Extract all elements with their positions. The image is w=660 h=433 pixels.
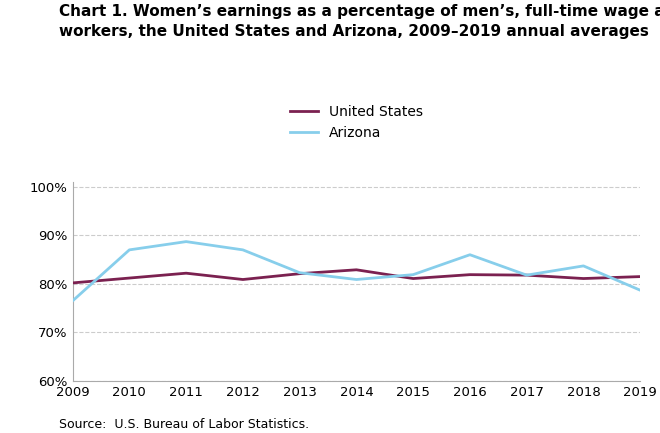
Text: Chart 1. Women’s earnings as a percentage of men’s, full-time wage and salary: Chart 1. Women’s earnings as a percentag… [59, 4, 660, 19]
Text: Source:  U.S. Bureau of Labor Statistics.: Source: U.S. Bureau of Labor Statistics. [59, 418, 310, 431]
Text: workers, the United States and Arizona, 2009–2019 annual averages: workers, the United States and Arizona, … [59, 24, 649, 39]
Legend: United States, Arizona: United States, Arizona [290, 105, 423, 140]
